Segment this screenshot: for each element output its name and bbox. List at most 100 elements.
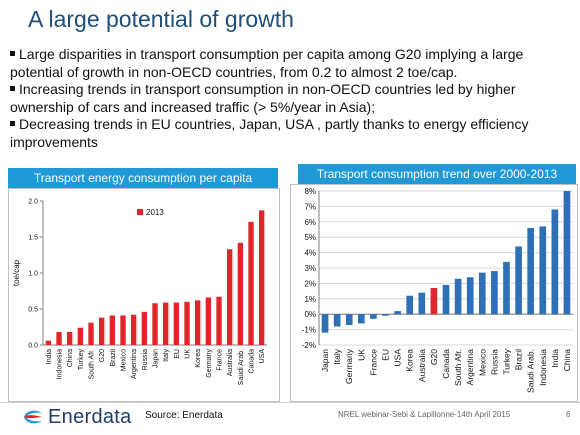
bar	[88, 322, 94, 345]
bar	[56, 332, 62, 345]
bullet-text: Decreasing trends in EU countries, Japan…	[10, 116, 529, 150]
x-tick-label: Australia	[417, 349, 427, 382]
x-tick-label: Germany	[206, 349, 213, 378]
x-tick-label: China	[562, 349, 572, 371]
bar	[67, 332, 73, 345]
right-chart-header: Transport consumption trend over 2000-20…	[298, 164, 576, 184]
bar	[173, 302, 179, 345]
left-chart-header: Transport energy consumption per capita	[8, 168, 278, 188]
bar	[195, 300, 201, 345]
bullet-text: Large disparities in transport consumpti…	[10, 46, 524, 80]
x-tick-label: Turkey	[78, 349, 85, 371]
y-tick-label: 5%	[304, 233, 316, 242]
x-tick-label: Saudi Arab.	[526, 349, 536, 393]
bar	[333, 314, 341, 327]
page-number: 6	[566, 410, 571, 419]
y-tick-label: 0.5	[28, 307, 38, 314]
x-tick-label: Russia	[142, 349, 149, 371]
bar	[454, 278, 462, 315]
bullet-text: Increasing trends in transport consumpti…	[10, 81, 516, 115]
trend-chart: -2% -1% 0% 1% 2% 3% 4% 5% 6% 7% 8% Japan Italy German…	[302, 187, 573, 393]
x-tick-label: Russia	[489, 349, 499, 375]
y-tick-label: 4%	[304, 249, 316, 258]
bar	[321, 314, 329, 333]
bar	[205, 297, 211, 345]
x-tick-label: UK	[356, 349, 366, 361]
x-tick-label: Brazil	[110, 349, 117, 367]
legend-label: 2013	[146, 208, 164, 217]
y-tick-label: 2%	[304, 279, 316, 288]
x-tick-label: Mexico	[121, 349, 128, 371]
bar	[370, 314, 377, 319]
y-tick-label: 7%	[304, 202, 316, 211]
bar	[248, 221, 254, 345]
x-tick-label: Argentina	[465, 349, 475, 386]
bar	[184, 301, 190, 345]
x-tick-label: Indonesia	[57, 349, 64, 379]
slide-title: A large potential of growth	[28, 6, 294, 32]
footer-note: NREL webinar-Sebi & Lapillonne-14th Apri…	[338, 410, 511, 419]
x-tick-label: Japan	[320, 349, 330, 372]
x-tick-label: Mexico	[477, 349, 487, 376]
bar	[120, 315, 126, 345]
x-tick-label: Italy	[332, 348, 342, 364]
x-tick-label: Australia	[227, 349, 234, 376]
bar	[99, 317, 105, 345]
x-tick-label: Argentina	[131, 349, 138, 379]
bar	[466, 277, 474, 315]
x-tick-label: Canada	[249, 349, 256, 374]
y-tick-label: 0.0	[28, 343, 38, 350]
x-tick-label: Korea	[405, 349, 415, 372]
x-tick-label: UK	[185, 349, 192, 359]
x-tick-label: Korea	[195, 349, 202, 368]
bar	[152, 303, 158, 345]
bar	[563, 191, 571, 315]
x-tick-label: G20	[429, 349, 439, 365]
bullet-list: Large disparities in transport consumpti…	[10, 46, 570, 151]
enerdata-logo: Enerdata	[22, 406, 132, 428]
bullet-item: Decreasing trends in EU countries, Japan…	[10, 116, 570, 151]
x-tick-label: USA	[259, 349, 266, 364]
bar	[406, 295, 414, 315]
bar	[163, 302, 169, 345]
bar	[131, 314, 137, 345]
x-tick-label: South Afr.	[89, 349, 96, 379]
bar	[358, 314, 365, 324]
x-tick-label: France	[368, 349, 378, 376]
x-tick-label: India	[550, 349, 560, 368]
bullet-square-icon	[10, 85, 15, 91]
x-tick-label: Germany	[344, 348, 354, 384]
bar	[259, 210, 265, 345]
per-capita-chart: 0.0 0.5 1.0 1.5 2.0 toe/cap India Indonesia Chin…	[12, 199, 267, 385]
bar	[394, 311, 401, 315]
bar	[430, 288, 438, 315]
bar	[539, 226, 547, 315]
bullet-square-icon	[10, 120, 15, 126]
left-chart-box: 0.0 0.5 1.0 1.5 2.0 toe/cap India Indonesia Chin…	[8, 188, 280, 402]
x-tick-label: Turkey	[501, 348, 511, 374]
bar	[382, 314, 389, 316]
x-tick-label: China	[67, 349, 74, 367]
x-tick-label: G20	[99, 349, 106, 362]
x-tick-label: Canada	[441, 349, 451, 379]
enerdata-logo-icon	[24, 410, 42, 424]
bar	[527, 227, 534, 315]
x-tick-label: Indonesia	[538, 349, 548, 386]
bullet-item: Increasing trends in transport consumpti…	[10, 81, 570, 116]
right-chart-box: -2% -1% 0% 1% 2% 3% 4% 5% 6% 7% 8% Japan Italy German…	[290, 184, 578, 402]
x-tick-label: India	[46, 349, 53, 364]
y-tick-label: 2.0	[28, 199, 38, 206]
y-tick-label: 1.0	[28, 271, 38, 278]
logo-text: Enerdata	[48, 405, 132, 428]
x-tick-label: Brazil	[514, 349, 524, 370]
bullet-item: Large disparities in transport consumpti…	[10, 46, 570, 81]
bar	[551, 209, 559, 315]
y-tick-label: -1%	[302, 326, 316, 335]
y-tick-label: 0%	[304, 310, 316, 319]
x-tick-label: EU	[381, 349, 391, 361]
x-tick-label: South Afr.	[453, 349, 463, 386]
bar	[45, 340, 51, 345]
bar	[478, 272, 486, 315]
bar	[418, 292, 426, 315]
y-tick-label: 3%	[304, 264, 316, 273]
